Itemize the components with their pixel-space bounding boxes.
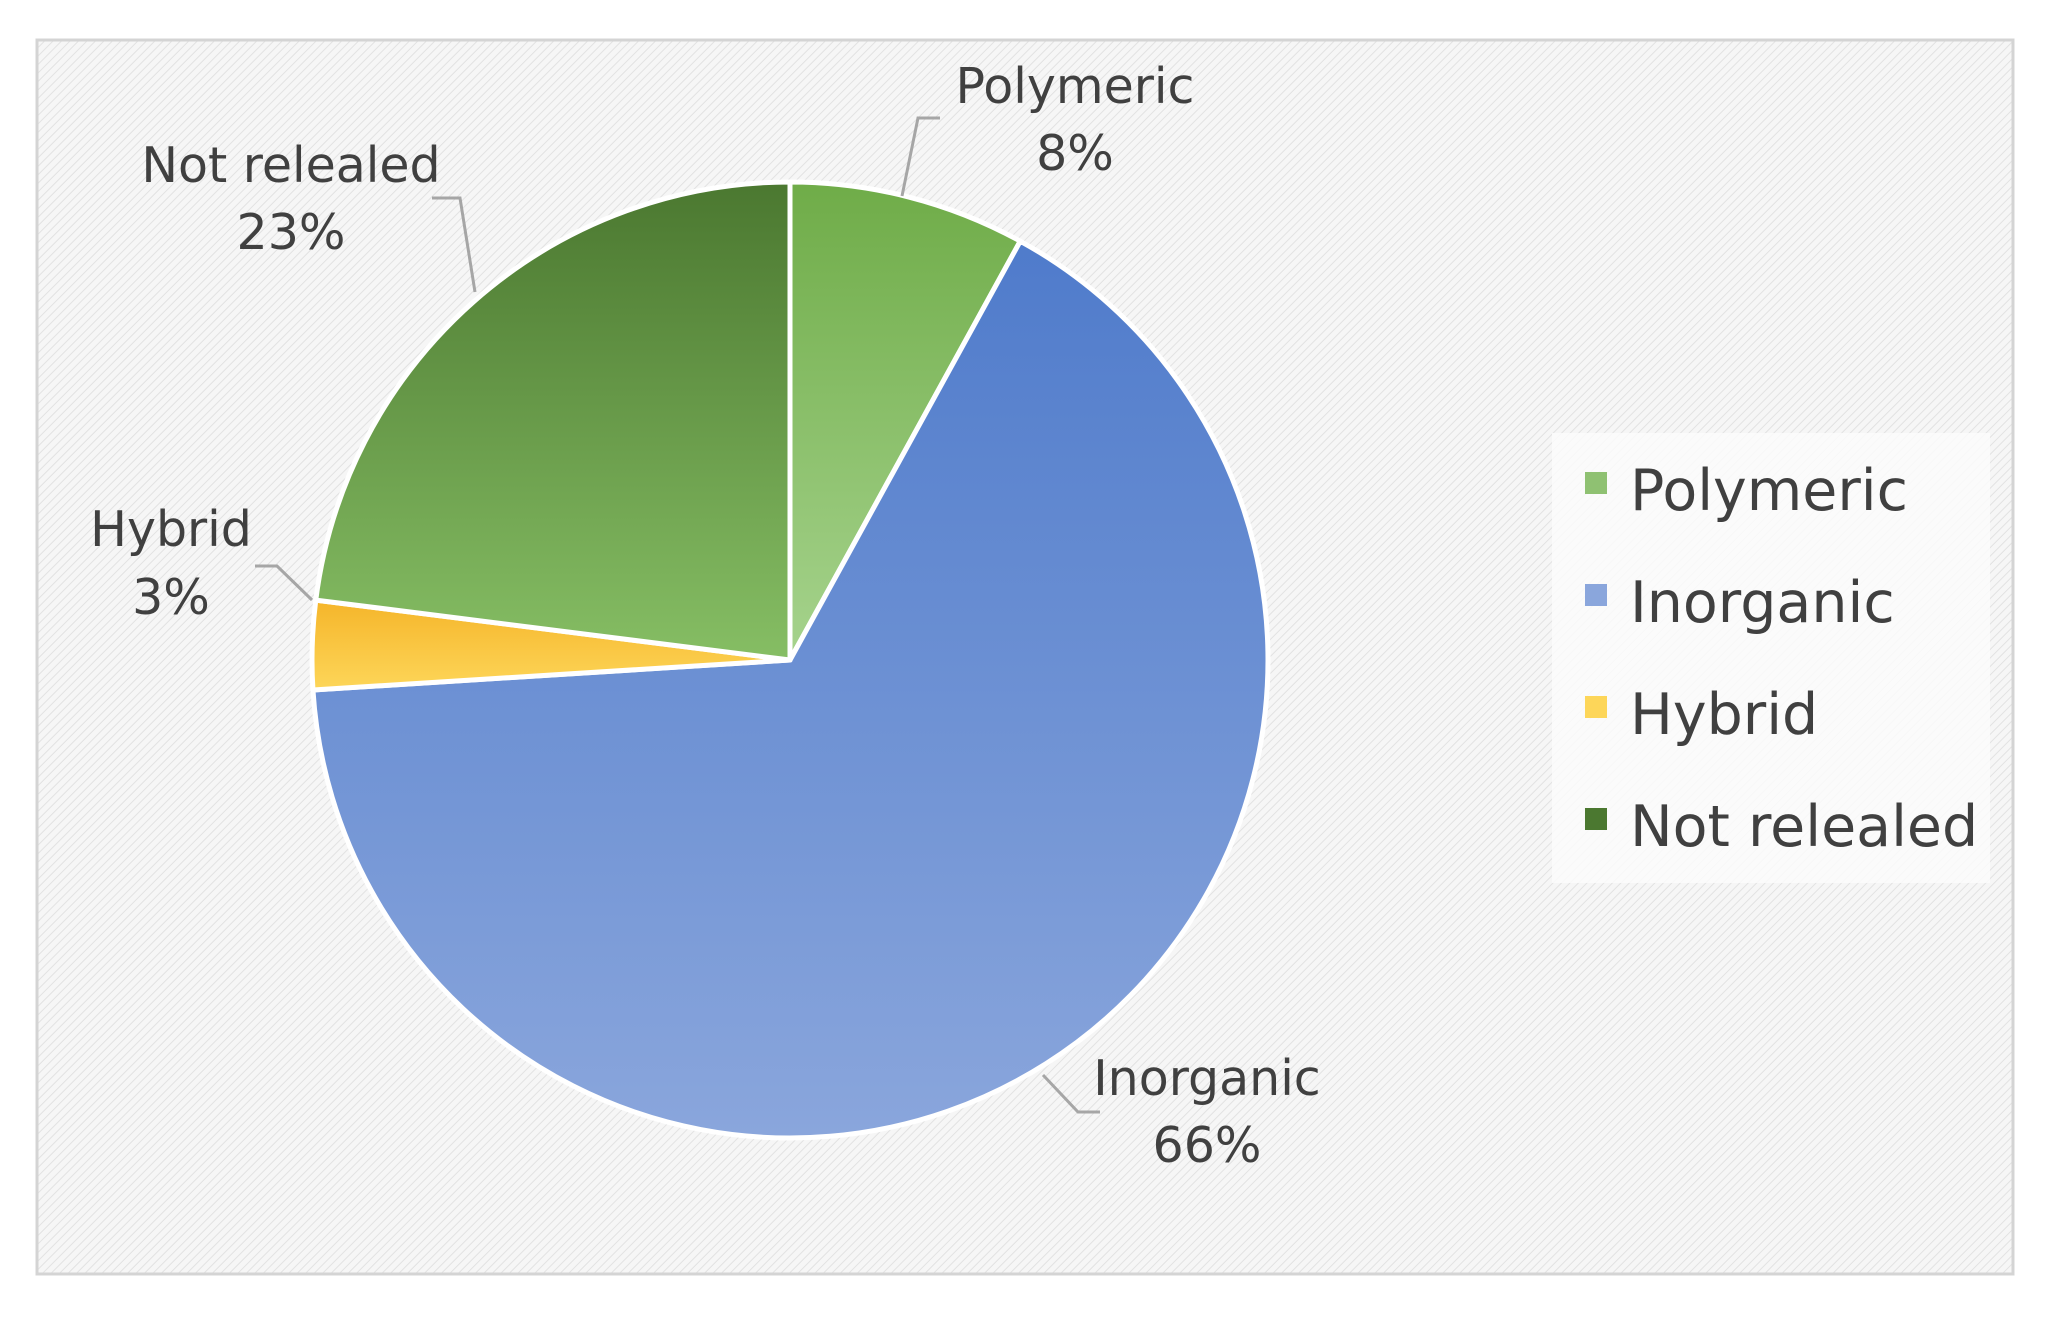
data-label-percent: 23% (237, 204, 346, 261)
legend-label: Hybrid (1630, 682, 1818, 748)
legend-label: Polymeric (1630, 458, 1908, 524)
data-label-category: Polymeric (956, 58, 1195, 115)
legend-swatch (1585, 696, 1607, 718)
leader-line (900, 116, 940, 197)
legend-swatch (1585, 808, 1607, 830)
leader-line (255, 564, 314, 602)
data-label-percent: 66% (1153, 1117, 1262, 1174)
pie-slice-inorganic (310, 238, 1271, 1141)
leader-lines (255, 116, 1100, 1114)
legend-label: Not relealed (1630, 794, 1978, 860)
data-label-category: Hybrid (90, 501, 252, 558)
pie-slices (309, 179, 1271, 1141)
data-label-percent: 3% (132, 569, 210, 626)
legend-swatch (1585, 584, 1607, 606)
pie-slice-polymeric (787, 179, 1023, 663)
leader-line (1041, 1073, 1100, 1114)
data-label-category: Not relealed (141, 137, 440, 194)
data-labels: Polymeric 8% Inorganic 66% Hybrid 3% Not relea… (90, 58, 1321, 1174)
data-label-percent: 8% (1036, 125, 1114, 182)
pie-slice-not-relealed (313, 179, 793, 663)
legend-swatch (1585, 472, 1607, 494)
legend: Polymeric Inorganic Hybrid Not relealed (1552, 433, 1990, 883)
legend-box (1552, 433, 1990, 883)
legend-label: Inorganic (1630, 570, 1895, 636)
data-label-category: Inorganic (1093, 1050, 1321, 1107)
leader-line (432, 196, 477, 293)
